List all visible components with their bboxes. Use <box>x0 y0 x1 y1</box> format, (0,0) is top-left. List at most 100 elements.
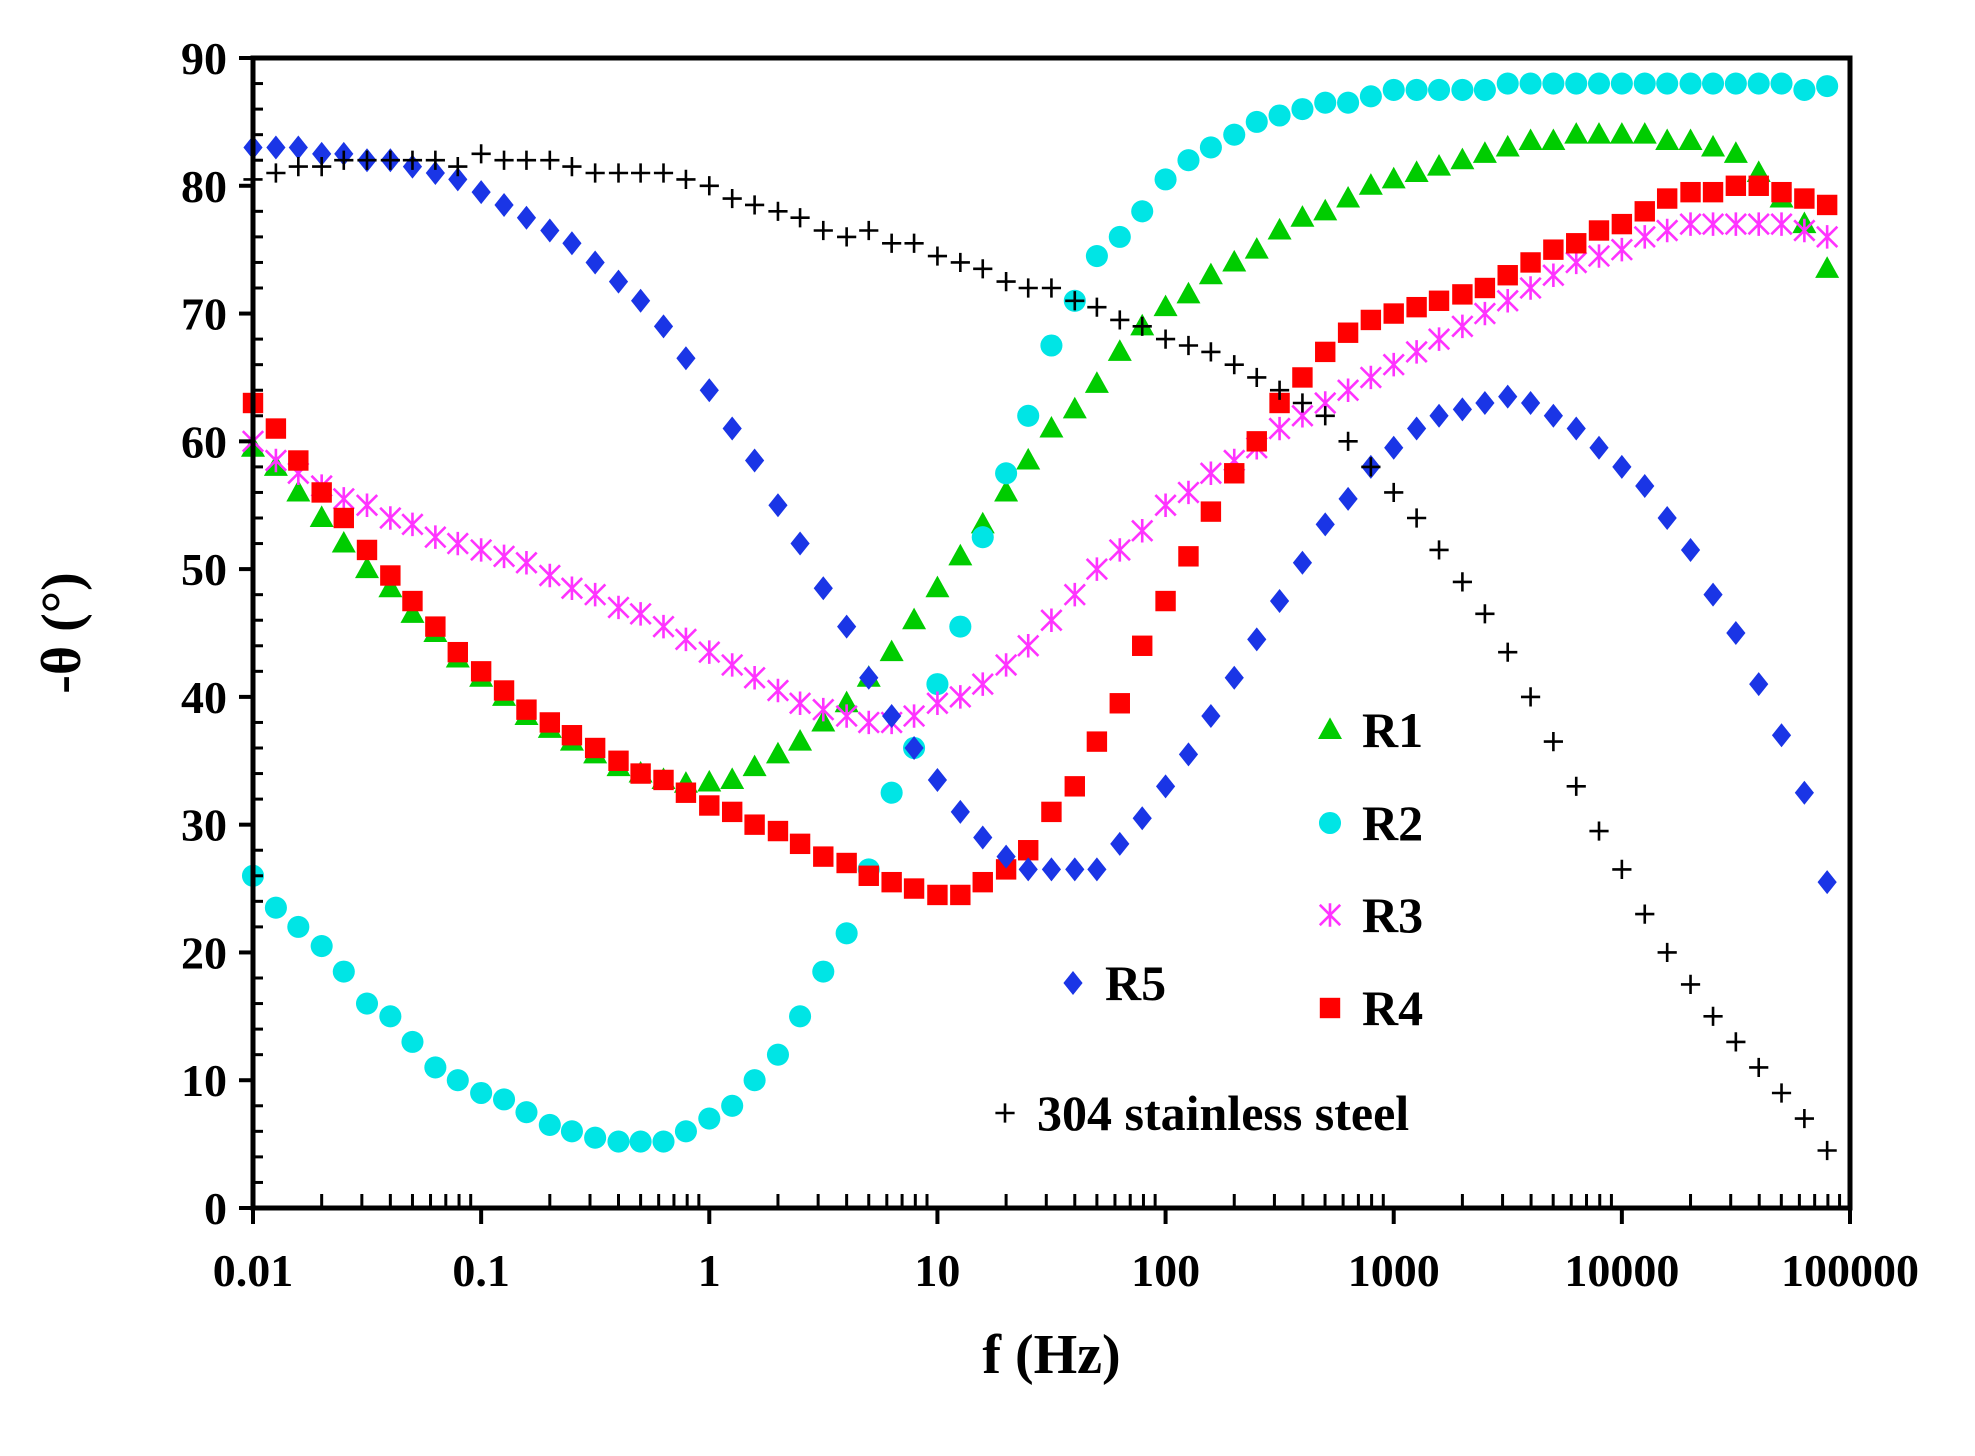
data-point-r4 <box>1109 693 1130 714</box>
data-point-r3 <box>812 697 835 722</box>
data-point-r3 <box>1610 237 1633 262</box>
data-point-304-stainless-steel <box>585 163 605 183</box>
data-point-r2 <box>835 922 858 945</box>
data-point-304-stainless-steel <box>927 246 948 266</box>
data-point-r1 <box>1084 371 1109 393</box>
data-point-r3 <box>446 531 469 556</box>
data-point-r5 <box>540 218 560 243</box>
data-point-r3 <box>994 653 1018 677</box>
data-point-r3 <box>721 653 744 677</box>
data-point-r1 <box>1381 166 1406 189</box>
data-point-r3 <box>949 685 972 709</box>
data-point-304-stainless-steel <box>790 208 810 228</box>
data-point-304-stainless-steel <box>334 150 354 170</box>
data-point-r4 <box>1748 175 1769 196</box>
x-tick-label: 0.1 <box>452 1245 510 1296</box>
data-point-r4 <box>1543 239 1564 260</box>
data-point-r3 <box>1268 416 1291 441</box>
data-point-r5 <box>1338 486 1358 511</box>
data-point-r3 <box>1679 212 1702 236</box>
data-point-r2 <box>264 896 287 919</box>
legend-item-r1: R1 <box>1318 702 1423 758</box>
data-point-r2 <box>1793 78 1816 101</box>
data-point-r5 <box>1726 621 1746 645</box>
x-tick-label: 0.01 <box>213 1245 294 1296</box>
data-point-r2 <box>971 526 994 549</box>
data-point-r2 <box>1131 200 1154 223</box>
data-point-r3 <box>1154 493 1177 517</box>
data-point-304-stainless-steel <box>1361 457 1381 477</box>
data-point-304-stainless-steel <box>471 144 491 164</box>
data-point-r2 <box>470 1081 493 1105</box>
data-point-r1 <box>879 639 904 662</box>
series-r4 <box>242 175 1838 906</box>
data-point-r4 <box>493 680 515 701</box>
data-point-r3 <box>1542 263 1565 287</box>
data-point-r5 <box>1543 403 1563 428</box>
data-point-304-stainless-steel <box>1589 821 1609 841</box>
data-point-r2 <box>1337 91 1360 114</box>
y-tick-label: 90 <box>181 33 227 84</box>
y-tick-label: 60 <box>181 416 227 467</box>
data-point-r2 <box>1451 78 1474 101</box>
y-tick-label: 0 <box>204 1183 227 1234</box>
data-point-r3 <box>1473 301 1497 326</box>
data-point-r1 <box>1815 256 1840 278</box>
data-point-r3 <box>1017 634 1040 658</box>
data-point-r3 <box>835 704 858 728</box>
data-point-r4 <box>380 565 401 586</box>
data-point-304-stainless-steel <box>1452 572 1472 592</box>
data-point-304-stainless-steel <box>516 150 537 170</box>
data-point-r5 <box>1269 589 1290 614</box>
data-point-r1 <box>1039 415 1064 438</box>
data-point-304-stainless-steel <box>1292 393 1313 413</box>
data-point-r4 <box>539 712 561 733</box>
data-point-r3 <box>401 512 424 537</box>
data-point-r5 <box>1178 742 1199 767</box>
data-point-r3 <box>1496 289 1519 313</box>
data-point-r2 <box>446 1069 469 1092</box>
data-point-304-stainless-steel <box>494 150 514 170</box>
data-point-r1 <box>1198 262 1223 285</box>
data-point-r5 <box>1771 723 1792 748</box>
data-point-r2 <box>766 1043 790 1066</box>
data-point-r3 <box>538 563 561 588</box>
data-point-r5 <box>1680 537 1701 562</box>
data-point-304-stainless-steel <box>1041 278 1062 298</box>
data-point-r2 <box>812 960 835 983</box>
data-point-304-stainless-steel <box>1132 316 1152 336</box>
data-point-r4 <box>927 884 948 906</box>
data-point-304-stainless-steel <box>904 233 924 253</box>
data-point-r3 <box>857 710 880 735</box>
data-point-304-stainless-steel <box>1566 776 1586 796</box>
data-point-r2 <box>379 1005 402 1028</box>
data-point-r5 <box>1132 806 1152 831</box>
data-point-r1 <box>1427 154 1452 176</box>
data-point-304-stainless-steel <box>448 157 468 177</box>
data-point-r3 <box>1063 582 1086 607</box>
data-point-r5 <box>1794 780 1814 805</box>
data-point-r3 <box>1177 480 1200 505</box>
data-point-r3 <box>1451 314 1474 339</box>
data-point-r1 <box>1495 134 1520 157</box>
data-point-r5 <box>1384 435 1404 460</box>
data-point-r2 <box>1724 72 1747 95</box>
data-point-304-stainless-steel <box>266 163 286 183</box>
data-point-304-stainless-steel <box>1612 859 1632 879</box>
data-point-r5 <box>882 704 902 729</box>
data-point-r5 <box>425 161 445 185</box>
data-point-r2 <box>424 1056 447 1079</box>
data-point-r5 <box>562 231 582 256</box>
series-304-stainless-steel <box>243 144 1837 1161</box>
data-point-r5 <box>1201 704 1221 729</box>
data-point-r4 <box>311 482 332 503</box>
data-point-r2 <box>287 915 310 938</box>
data-point-r5 <box>1475 391 1495 415</box>
data-point-r5 <box>973 825 993 850</box>
data-point-r4 <box>608 750 629 771</box>
data-point-304-stainless-steel <box>1315 406 1335 426</box>
data-point-r3 <box>1131 519 1154 543</box>
data-point-304-stainless-steel <box>1110 310 1130 330</box>
data-point-r2 <box>789 1005 812 1028</box>
